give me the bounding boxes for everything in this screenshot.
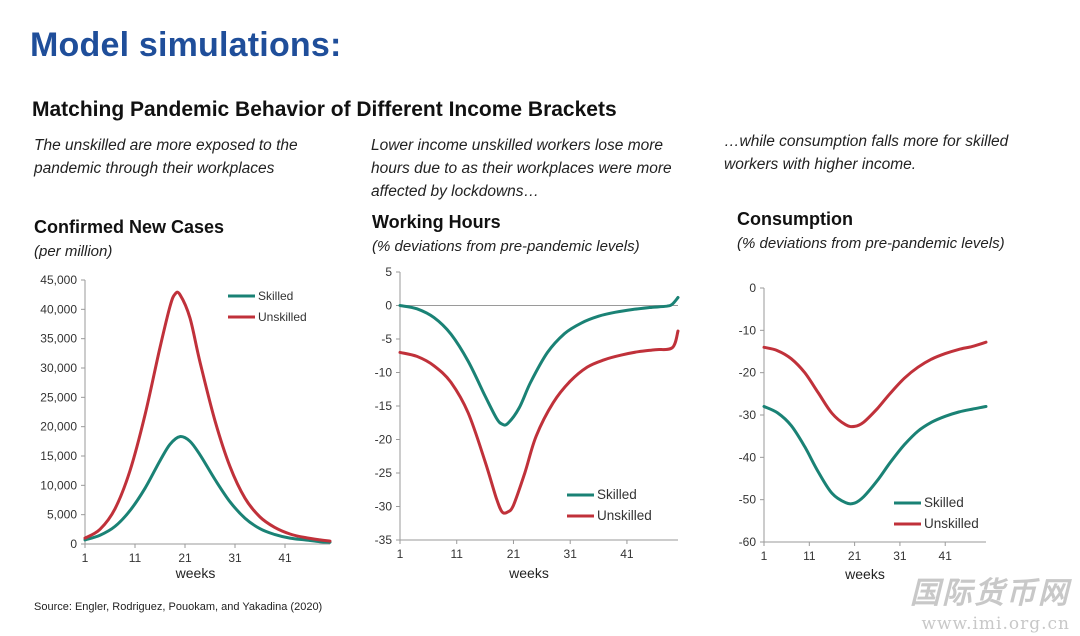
x-tick-label: 31 (564, 547, 578, 561)
x-axis-title: weeks (175, 565, 216, 581)
legend-label-skilled: Skilled (924, 495, 964, 510)
caption-line: hours due to as their workplaces were mo… (371, 160, 672, 177)
y-tick-label: -50 (739, 493, 757, 507)
chart-title-hours: Working Hours (372, 212, 501, 232)
y-tick-label: 5 (385, 265, 392, 279)
x-tick-label: 21 (507, 547, 521, 561)
chart-subtitle-cases: (per million) (34, 243, 113, 260)
y-tick-label: 40,000 (40, 302, 77, 316)
x-tick-label: 1 (397, 547, 404, 561)
x-tick-label: 41 (620, 547, 634, 561)
watermark-url: www.imi.org.cn (921, 614, 1070, 634)
chart-title-cases: Confirmed New Cases (34, 217, 225, 237)
x-tick-label: 11 (129, 551, 142, 565)
x-tick-label: 21 (178, 551, 192, 565)
consumption-chart: 0-10-20-30-40-50-601 11 21 31 41weeksSkilled… (739, 281, 988, 582)
source-note: Source: Engler, Rodriguez, Pouokam, and … (34, 601, 323, 613)
chart-subtitle-hours: (% deviations from pre-pandemic levels) (372, 238, 640, 255)
panel-1-caption: The unskilled are more exposed to the pa… (34, 134, 298, 180)
caption-line: The unskilled are more exposed to the (34, 137, 298, 154)
page-title: Model simulations: (30, 26, 342, 64)
page-subtitle: Matching Pandemic Behavior of Different … (32, 98, 617, 121)
legend-label-unskilled: Unskilled (258, 310, 307, 324)
caption-line: pandemic through their workplaces (34, 160, 275, 177)
x-axis-title: weeks (844, 566, 885, 582)
series-line-unskilled (83, 290, 332, 543)
y-tick-label: -10 (375, 366, 393, 380)
watermark-logo: 国际货币网 www.imi.org.cn (895, 568, 1070, 634)
cases-chart: 0 5,000 10,000 15,000 20,000 25,000 30,000 35,0… (40, 273, 332, 581)
y-tick-label: 0 (385, 299, 392, 313)
series-line-skilled (398, 296, 680, 427)
y-tick-label: 15,000 (40, 449, 77, 463)
y-tick-label: 0 (749, 281, 756, 295)
x-tick-label: 31 (228, 551, 242, 565)
y-tick-label: 30,000 (40, 361, 77, 375)
series-line-unskilled (762, 340, 988, 429)
y-tick-label: 25,000 (40, 390, 77, 404)
x-tick-label: 21 (848, 549, 862, 563)
series-line-skilled (83, 435, 332, 544)
legend-label-unskilled: Unskilled (924, 516, 979, 531)
x-tick-label: 1 (82, 551, 89, 565)
y-tick-label: 45,000 (40, 273, 77, 287)
legend-label-skilled: Skilled (258, 289, 293, 303)
series-line-skilled (762, 405, 988, 506)
y-tick-label: -60 (739, 535, 757, 549)
chart-title-consumption: Consumption (737, 209, 853, 229)
x-tick-label: 11 (803, 549, 816, 563)
chart-subtitle-consumption: (% deviations from pre-pandemic levels) (737, 235, 1005, 252)
x-tick-label: 41 (278, 551, 292, 565)
y-tick-label: -15 (375, 399, 393, 413)
legend-label-skilled: Skilled (597, 487, 637, 502)
caption-line: …while consumption falls more for skille… (724, 133, 1009, 150)
y-tick-label: 35,000 (40, 332, 77, 346)
y-tick-label: -10 (739, 323, 757, 337)
x-tick-label: 31 (893, 549, 907, 563)
x-tick-label: 11 (451, 547, 464, 561)
y-tick-label: 10,000 (40, 478, 77, 492)
y-tick-label: 5,000 (47, 508, 77, 522)
caption-line: affected by lockdowns… (371, 183, 540, 200)
x-tick-label: 41 (939, 549, 953, 563)
watermark-text: 国际货币网 (910, 576, 1070, 611)
panel-2-caption: Lower income unskilled workers lose more… (371, 134, 672, 203)
y-tick-label: -30 (739, 408, 757, 422)
y-tick-label: -20 (739, 366, 757, 380)
legend-label-unskilled: Unskilled (597, 508, 652, 523)
y-tick-label: -35 (375, 533, 393, 547)
x-tick-label: 1 (761, 549, 768, 563)
y-tick-label: -20 (375, 433, 393, 447)
y-tick-label: -40 (739, 450, 757, 464)
y-tick-label: 0 (70, 537, 77, 551)
x-axis-title: weeks (508, 565, 549, 581)
caption-line: workers with higher income. (724, 156, 917, 173)
y-tick-label: -5 (381, 332, 392, 346)
y-tick-label: -30 (375, 500, 393, 514)
panel-3-caption: …while consumption falls more for skille… (724, 130, 1008, 176)
series-line-unskilled (398, 329, 680, 515)
y-tick-label: -25 (375, 466, 393, 480)
caption-line: Lower income unskilled workers lose more (371, 137, 664, 154)
y-tick-label: 20,000 (40, 420, 77, 434)
working-hours-chart: 50-5-10-15-20-25-30-351 11 21 31 41weeksSkil… (375, 265, 680, 581)
